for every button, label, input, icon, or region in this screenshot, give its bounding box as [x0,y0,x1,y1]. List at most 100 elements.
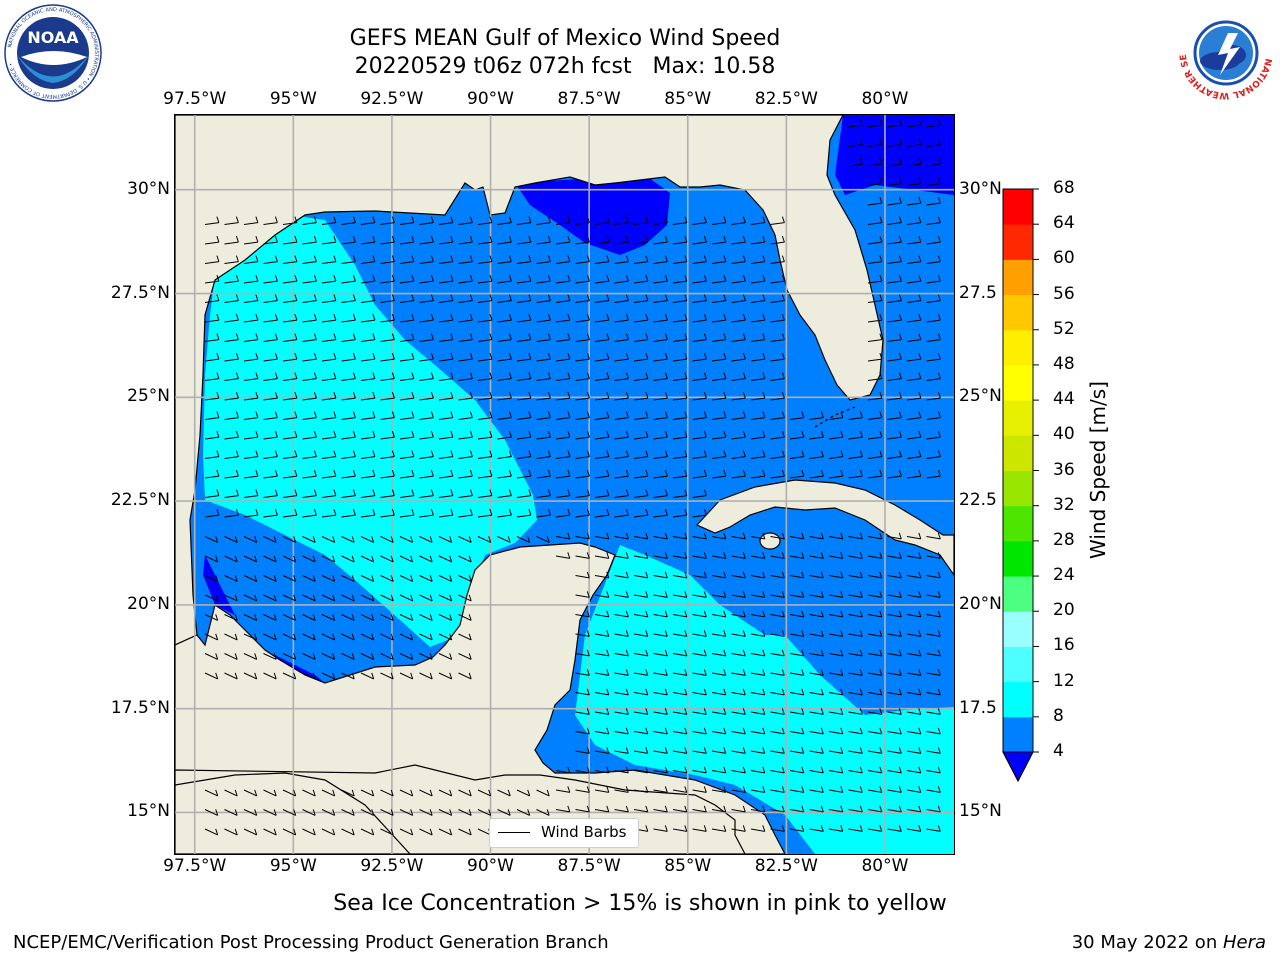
wind-barb [887,825,902,832]
wind-barb [380,594,394,602]
wind-barb [926,391,941,401]
lon-tick-top-6: 82.5°W [754,89,818,109]
wind-barb [731,669,746,676]
wind-barb [341,235,356,245]
wind-barb [867,649,883,657]
wind-barb [204,391,220,401]
wind-barb [828,747,844,754]
wind-barb [809,591,824,598]
wind-barb [633,766,649,774]
wind-barb [555,352,571,362]
wind-barb [458,555,472,563]
wind-barb [848,708,863,715]
wind-barb [789,552,805,559]
wind-barb [653,786,668,793]
wind-barb [906,450,922,459]
wind-barb [263,594,277,602]
wind-barb [204,352,220,362]
wind-barb [672,391,688,401]
wind-barb [750,313,766,323]
wind-barb [341,653,355,660]
wind-barb [906,825,922,832]
wind-barb [399,313,415,323]
wind-barb [750,747,766,754]
wind-barb [614,610,629,618]
wind-barb [867,766,883,774]
wind-barb [438,555,453,563]
wind-barb [477,313,493,323]
wind-barb [321,430,337,440]
wind-barb [282,216,298,225]
wind-barb [731,430,746,440]
wind-barb [302,633,316,641]
wind-barb [438,469,454,479]
wind-barb [926,138,941,147]
wind-barb [750,294,766,303]
wind-barb [419,653,433,660]
wind-barb [653,313,668,323]
wind-barb [555,216,571,225]
wind-barb [692,591,707,598]
wind-barb [438,313,454,323]
wind-barb [243,789,258,797]
colorbar-band-8 [1003,435,1033,471]
wind-barb [828,450,844,459]
wind-barb [399,508,415,518]
wind-barb [204,411,220,420]
wind-barb [711,727,727,735]
wind-barb [419,489,434,498]
wind-barb [672,216,688,225]
wind-barb [926,766,941,774]
wind-barb [302,235,317,245]
wind-barb [399,372,415,381]
wind-barb [380,313,395,323]
wind-barb [750,630,766,637]
wind-barb [341,672,355,680]
wind-barb [341,274,356,284]
wind-barb [633,591,649,598]
wind-barb [380,333,395,342]
colorbar-band-7 [1003,470,1033,507]
wind-barb [848,469,863,479]
wind-barb [263,313,278,323]
wind-barb [887,630,902,637]
wind-barb [867,391,883,401]
wind-barb [536,372,551,381]
wind-barb [614,450,629,459]
colorbar-band-9 [1003,400,1033,436]
wind-barb [399,352,415,362]
wind-barb [516,274,532,284]
wind-barb [536,352,551,362]
wind-barb [419,391,434,401]
wind-barb [711,294,727,303]
wind-barb [789,805,805,813]
wind-barb [828,825,844,832]
wind-barb [575,450,590,459]
wind-barb [321,536,336,543]
wind-barb [224,333,239,342]
wind-barb [887,450,902,459]
wind-barb [419,411,434,420]
wind-barb [282,536,297,543]
wind-barb [224,391,239,401]
wind-barb [477,411,493,420]
wind-barb [653,805,668,813]
wind-barb [341,508,356,518]
wind-barb [887,747,902,754]
wind-barb [906,118,922,128]
wind-barb [633,805,649,813]
wind-barb [497,508,512,518]
wind-barb [731,649,746,657]
wind-barb [711,333,727,342]
wind-barb [692,727,707,735]
colorbar-tick-2: 60 [1053,248,1075,269]
lon-tick-bottom-1: 95°W [269,856,317,876]
wind-barb [243,575,258,582]
wind-barb [809,766,824,774]
wind-barb [282,828,297,836]
wind-barb [263,809,277,816]
wind-barb [731,532,746,540]
wind-barb [848,591,863,598]
wind-barb [282,372,298,381]
wind-barb [867,274,883,284]
